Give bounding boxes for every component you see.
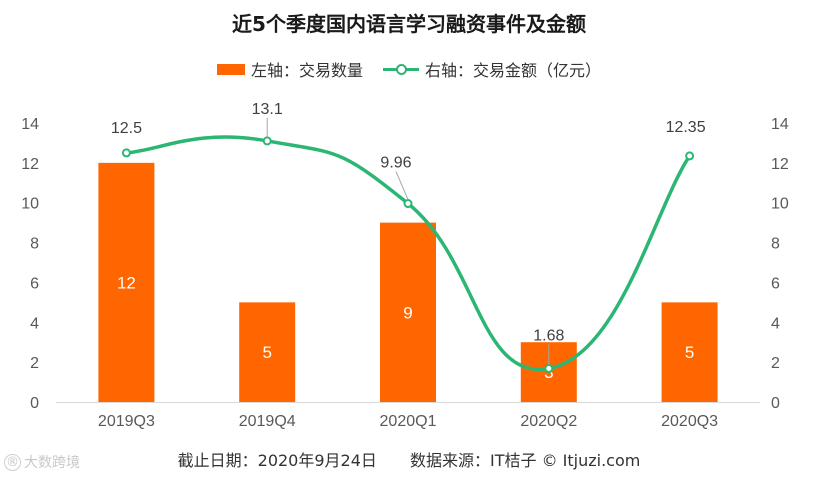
- y-right-tick-label: 6: [771, 275, 780, 292]
- watermark-text: 大数跨境: [24, 455, 80, 471]
- line-label-leader: [395, 171, 409, 200]
- bar: [239, 302, 296, 402]
- line-data-label: 13.1: [252, 101, 283, 118]
- bar-data-label: 5: [685, 343, 694, 362]
- y-right-tick-label: 2: [771, 355, 780, 372]
- y-left-tick-label: 2: [30, 355, 39, 372]
- line-point: [403, 199, 413, 209]
- legend-item-bar: 左轴：交易数量: [216, 57, 363, 81]
- y-right-tick-label: 10: [771, 196, 789, 213]
- y-right-tick-label: 8: [771, 236, 780, 253]
- y-left-tick-label: 0: [30, 395, 39, 412]
- y-left-tick-label: 4: [30, 315, 39, 332]
- bar: [380, 222, 436, 402]
- line-data-label: 9.96: [380, 155, 411, 172]
- line-point: [544, 364, 554, 374]
- line-point: [262, 136, 272, 146]
- y-left-tick-label: 10: [21, 196, 39, 213]
- line-point: [685, 151, 695, 161]
- legend-bar-swatch: [216, 63, 245, 75]
- bar: [661, 302, 718, 402]
- x-tick-label: 2019Q4: [239, 413, 296, 430]
- watermark-logo-icon: ®: [4, 453, 21, 471]
- watermark: ® 大数跨境: [4, 452, 80, 472]
- x-tick-label: 2020Q2: [520, 413, 577, 430]
- y-right-tick-label: 12: [771, 156, 789, 173]
- x-tick-label: 2019Q3: [98, 413, 155, 430]
- y-right-tick-label: 0: [771, 395, 780, 412]
- y-left-tick-label: 8: [30, 236, 39, 253]
- bar-data-label: 12: [117, 273, 136, 292]
- bar: [98, 162, 155, 402]
- legend-line-label: 右轴：交易金额（亿元）: [425, 61, 602, 80]
- line-point: [121, 148, 131, 158]
- legend-item-line: 右轴：交易金额（亿元）: [383, 57, 601, 81]
- y-left-tick-label: 6: [30, 275, 39, 292]
- line-data-label: 12.35: [666, 119, 706, 136]
- line-data-label: 1.68: [533, 328, 564, 345]
- y-left-tick-label: 12: [21, 156, 39, 173]
- legend-line-swatch: [383, 63, 419, 75]
- y-right-tick-label: 4: [771, 315, 780, 332]
- y-right-tick-label: 14: [771, 116, 789, 133]
- x-tick-label: 2020Q3: [661, 413, 718, 430]
- series-line: [126, 135, 692, 372]
- chart-title: 近5个季度国内语言学习融资事件及金额: [232, 12, 586, 36]
- footer-source: 数据来源：IT桔子 © Itjuzi.com: [410, 451, 641, 470]
- y-left-tick-label: 14: [21, 116, 39, 133]
- legend: 左轴：交易数量 右轴：交易金额（亿元）: [0, 57, 818, 81]
- bar-data-label: 5: [262, 343, 271, 362]
- line-data-label: 12.5: [111, 120, 142, 137]
- x-tick-label: 2020Q1: [380, 413, 437, 430]
- legend-bar-label: 左轴：交易数量: [250, 61, 363, 80]
- bar-data-label: 9: [403, 303, 412, 322]
- footer: 截止日期：2020年9月24日 数据来源：IT桔子 © Itjuzi.com: [0, 447, 818, 471]
- footer-date: 截止日期：2020年9月24日: [177, 451, 377, 470]
